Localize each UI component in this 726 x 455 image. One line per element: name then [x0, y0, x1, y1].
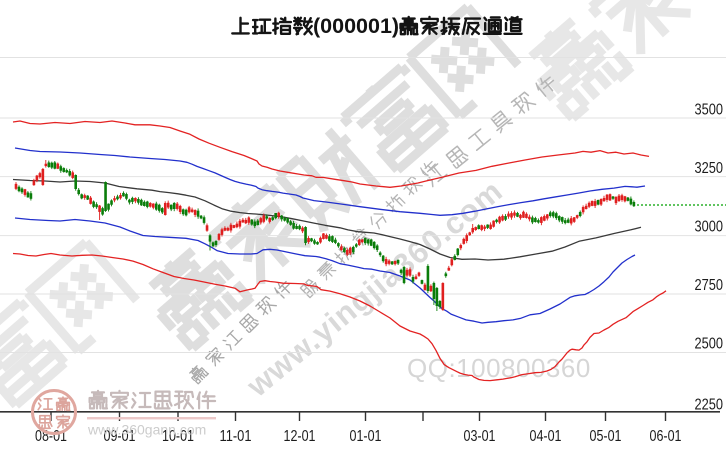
- svg-text:2250: 2250: [695, 397, 724, 414]
- svg-text:01-01: 01-01: [350, 428, 382, 445]
- svg-text:12-01: 12-01: [284, 428, 316, 445]
- svg-text:2750: 2750: [695, 277, 724, 294]
- svg-text:10-01: 10-01: [162, 428, 194, 445]
- svg-text:www.360gann.com: www.360gann.com: [87, 422, 206, 438]
- svg-text:03-01: 03-01: [464, 428, 496, 445]
- svg-text:09-01: 09-01: [104, 428, 136, 445]
- svg-text:(000001): (000001): [313, 14, 399, 38]
- svg-text:05-01: 05-01: [590, 428, 622, 445]
- svg-text:2500: 2500: [695, 336, 724, 353]
- svg-text:3500: 3500: [695, 102, 724, 119]
- svg-text:04-01: 04-01: [530, 428, 562, 445]
- svg-text:3000: 3000: [695, 219, 724, 236]
- svg-text:11-01: 11-01: [220, 428, 252, 445]
- svg-text:06-01: 06-01: [650, 428, 682, 445]
- svg-text:QQ:100800360: QQ:100800360: [407, 353, 591, 383]
- svg-text:3250: 3250: [695, 160, 724, 177]
